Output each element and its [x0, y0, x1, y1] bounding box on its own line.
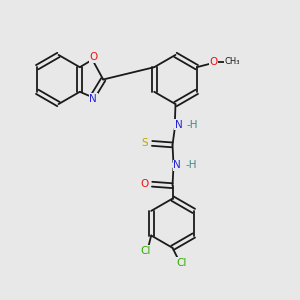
Text: CH₃: CH₃ [224, 57, 240, 66]
Text: N: N [89, 94, 97, 104]
Text: O: O [89, 52, 98, 62]
Text: N: N [173, 160, 181, 170]
Text: -H: -H [187, 119, 198, 130]
Text: N: N [175, 119, 182, 130]
Text: Cl: Cl [176, 258, 187, 268]
Text: S: S [141, 138, 148, 148]
Text: Cl: Cl [140, 245, 150, 256]
Text: -H: -H [185, 160, 197, 170]
Text: O: O [209, 57, 218, 67]
Text: O: O [140, 179, 148, 189]
